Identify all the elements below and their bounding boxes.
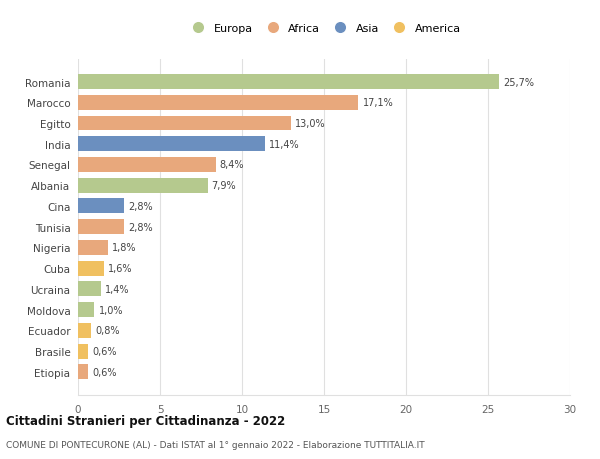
Text: 7,9%: 7,9% [212, 181, 236, 191]
Text: 1,0%: 1,0% [98, 305, 123, 315]
Text: 0,6%: 0,6% [92, 367, 116, 377]
Text: 17,1%: 17,1% [362, 98, 393, 108]
Bar [78, 95, 358, 111]
Bar [78, 282, 101, 297]
Text: 2,8%: 2,8% [128, 202, 152, 212]
Bar [78, 116, 291, 131]
Bar [78, 158, 216, 173]
Text: 1,8%: 1,8% [112, 243, 136, 253]
Text: 11,4%: 11,4% [269, 140, 299, 150]
Text: COMUNE DI PONTECURONE (AL) - Dati ISTAT al 1° gennaio 2022 - Elaborazione TUTTIT: COMUNE DI PONTECURONE (AL) - Dati ISTAT … [6, 441, 425, 449]
Legend: Europa, Africa, Asia, America: Europa, Africa, Asia, America [185, 22, 463, 36]
Text: 1,6%: 1,6% [109, 263, 133, 274]
Bar [78, 241, 107, 255]
Bar [78, 179, 208, 193]
Text: 25,7%: 25,7% [503, 78, 535, 87]
Bar [78, 323, 91, 338]
Text: 0,6%: 0,6% [92, 347, 116, 356]
Text: 8,4%: 8,4% [220, 160, 244, 170]
Text: 2,8%: 2,8% [128, 222, 152, 232]
Bar [78, 302, 94, 318]
Bar [78, 344, 88, 359]
Bar [78, 137, 265, 152]
Text: 0,8%: 0,8% [95, 326, 120, 336]
Bar [78, 220, 124, 235]
Bar [78, 261, 104, 276]
Bar [78, 364, 88, 380]
Bar [78, 75, 499, 90]
Bar [78, 199, 124, 214]
Text: 1,4%: 1,4% [105, 284, 130, 294]
Text: 13,0%: 13,0% [295, 119, 326, 129]
Text: Cittadini Stranieri per Cittadinanza - 2022: Cittadini Stranieri per Cittadinanza - 2… [6, 414, 285, 428]
